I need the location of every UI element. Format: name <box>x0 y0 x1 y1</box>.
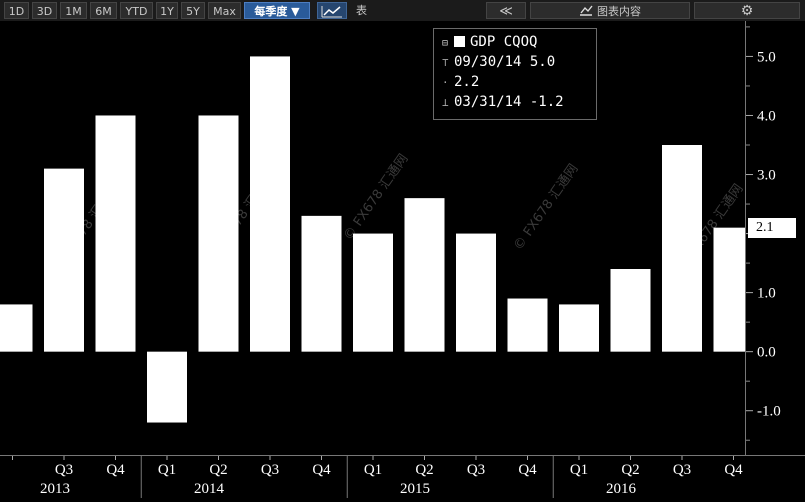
gear-icon: ⚙ <box>740 3 754 19</box>
line-chart-icon <box>321 6 342 18</box>
x-year-label: 2016 <box>606 481 637 497</box>
bar-2 <box>95 115 136 352</box>
x-tick-label: Q1 <box>158 462 176 478</box>
x-tick-label: Q2 <box>621 462 639 478</box>
range-3d-button[interactable]: 3D <box>32 2 57 19</box>
y-axis: 5.0 4.0 3.0 1.0 0.0 -1.0 <box>745 21 805 455</box>
y-tick-label: 4.0 <box>757 108 776 124</box>
high-marker-icon: ⊤ <box>442 56 449 69</box>
bar-0 <box>0 304 33 352</box>
x-tick-label: Q2 <box>209 462 227 478</box>
bar-13 <box>662 145 702 352</box>
x-tick-label: Q1 <box>570 462 588 478</box>
bar-1 <box>44 168 84 352</box>
x-year-label: 2014 <box>194 481 225 497</box>
y-tick-label: 1.0 <box>757 286 776 302</box>
legend-high: ⊤ 09/30/14 5.0 <box>442 53 555 71</box>
collapse-icon[interactable]: ⊟ <box>442 38 449 49</box>
watermark: © FX678 汇通网 <box>511 162 581 254</box>
y-tick-label: 5.0 <box>757 49 776 65</box>
bar-chart-plot: © FX678 汇通网 © FX678 汇通网 © FX678 汇通网 © FX678… <box>0 56 754 423</box>
x-tick-label: Q3 <box>55 462 73 478</box>
legend-low: ⊥ 03/31/14 -1.2 <box>442 93 564 111</box>
series-swatch <box>454 36 465 47</box>
legend-mid: ⋅ 2.2 <box>442 73 479 91</box>
bar-3 <box>147 351 187 423</box>
legend-low-value: 03/31/14 -1.2 <box>454 94 564 110</box>
legend: ⊟ GDP CQOQ ⊤ 09/30/14 5.0 ⋅ 2.2 ⊥ 03/31/14 -… <box>433 28 597 120</box>
range-1d-button[interactable]: 1D <box>4 2 29 19</box>
frequency-dropdown[interactable]: 每季度 ▼ <box>244 2 310 19</box>
range-ytd-button[interactable]: YTD <box>120 2 153 19</box>
y-tick-label: 3.0 <box>757 168 776 184</box>
legend-series-name: GDP CQOQ <box>470 34 538 50</box>
range-1m-button[interactable]: 1M <box>60 2 87 19</box>
bar-14 <box>713 227 754 352</box>
watermark: © FX678 汇通网 <box>341 152 411 244</box>
x-tick-label: Q1 <box>364 462 382 478</box>
range-6m-button[interactable]: 6M <box>90 2 117 19</box>
y-axis-ticks: 5.0 4.0 3.0 1.0 0.0 -1.0 <box>746 26 781 441</box>
x-axis-ticks: Q3 Q4 Q1 Q2 Q3 Q4 Q1 Q2 Q3 Q4 Q1 Q2 Q3 Q4 2013 2014 2015… <box>12 456 743 498</box>
legend-mid-value: 2.2 <box>454 74 480 90</box>
average-marker-icon: ⋅ <box>442 76 449 89</box>
bar-10 <box>507 298 548 352</box>
bar-5 <box>250 56 290 352</box>
line-chart-button[interactable] <box>317 2 347 19</box>
collapse-button[interactable]: ≪ <box>486 2 526 19</box>
bar-8 <box>404 198 445 352</box>
bar-6 <box>301 215 342 352</box>
bar-11 <box>559 304 599 352</box>
bar-7 <box>353 233 393 352</box>
range-max-button[interactable]: Max <box>208 2 241 19</box>
x-tick-label: Q3 <box>673 462 691 478</box>
range-1y-button[interactable]: 1Y <box>156 2 178 19</box>
settings-button[interactable]: ⚙ <box>694 2 800 19</box>
last-value-tag: 2.1 <box>748 218 796 238</box>
range-5y-button[interactable]: 5Y <box>181 2 205 19</box>
x-year-label: 2015 <box>400 481 430 497</box>
bar-9 <box>456 233 496 352</box>
bar-12 <box>610 269 651 352</box>
table-view-button[interactable]: 表 <box>356 4 367 17</box>
chart-content-icon <box>580 5 593 16</box>
x-tick-label: Q3 <box>261 462 279 478</box>
toolbar: 1D 3D 1M 6M YTD 1Y 5Y Max 每季度 ▼ 表 ≪ 图表内容… <box>0 0 805 22</box>
y-tick-label: 0.0 <box>757 345 776 361</box>
legend-high-value: 09/30/14 5.0 <box>454 54 556 70</box>
x-tick-label: Q3 <box>467 462 485 478</box>
chart-content-label: 图表内容 <box>597 5 641 18</box>
chart-content-button[interactable]: 图表内容 <box>530 2 690 19</box>
x-tick-label: Q4 <box>106 462 125 478</box>
x-tick-label: Q4 <box>724 462 743 478</box>
plot-area: © FX678 汇通网 © FX678 汇通网 © FX678 汇通网 © FX678… <box>0 21 754 455</box>
x-year-label: 2013 <box>40 481 70 497</box>
y-tick-label: -1.0 <box>757 404 781 420</box>
bar-4 <box>198 115 239 352</box>
x-tick-label: Q4 <box>312 462 331 478</box>
legend-series: ⊟ GDP CQOQ <box>442 33 537 51</box>
x-axis: Q3 Q4 Q1 Q2 Q3 Q4 Q1 Q2 Q3 Q4 Q1 Q2 Q3 Q4 2013 2014 2015… <box>0 455 805 498</box>
low-marker-icon: ⊥ <box>442 96 449 109</box>
x-tick-label: Q4 <box>518 462 537 478</box>
x-tick-label: Q2 <box>415 462 433 478</box>
